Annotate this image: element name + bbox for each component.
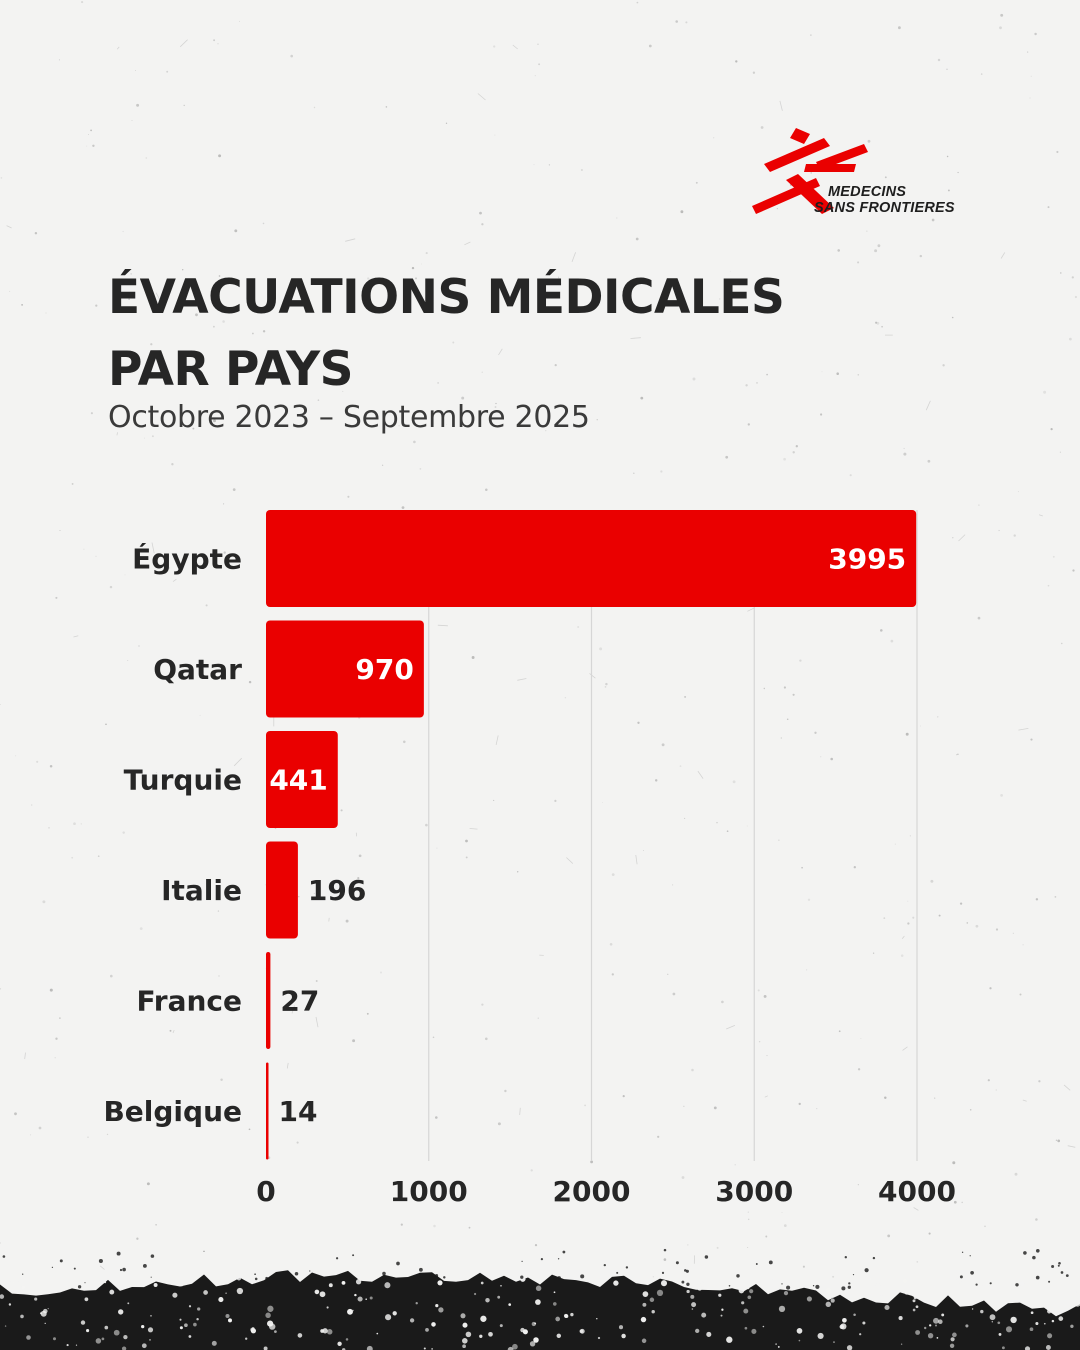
bar [266,841,298,939]
category-label: Turquie [124,764,242,797]
page-title-line1: ÉVACUATIONS MÉDICALES [108,270,785,325]
page-title: ÉVACUATIONS MÉDICALES PAR PAYS [108,262,968,406]
value-label: 196 [308,874,366,907]
category-label: France [136,985,242,1018]
category-label: Égypte [132,542,242,576]
bar [266,731,338,828]
x-tick-label: 2000 [553,1175,631,1208]
x-tick-label: 0 [256,1175,275,1208]
value-label: 27 [280,985,319,1018]
msf-running-man-icon [752,128,868,214]
logo-text-line2: SANS FRONTIERES [814,200,955,216]
value-label: 3995 [828,543,906,576]
bar-chart: 0 1000 2000 3000 4000 Égypte 3995 Qatar 970 Turqu… [103,510,956,1209]
value-label: 441 [269,764,327,797]
logo-text-line1: MEDECINS [828,184,907,200]
bars [266,510,917,1160]
grid-lines [428,510,918,1161]
bar [266,1062,269,1160]
category-label: Belgique [103,1095,242,1128]
x-tick-label: 1000 [390,1175,468,1208]
page-title-line2: PAR PAYS [108,342,353,397]
labels: 0 1000 2000 3000 4000 Égypte 3995 Qatar 970 Turqu… [103,542,956,1209]
category-label: Italie [161,874,242,907]
torn-paper-border [0,1248,1080,1350]
bar [266,510,917,607]
date-range-subtitle: Octobre 2023 – Septembre 2025 [108,400,590,435]
x-tick-label: 3000 [715,1175,793,1208]
x-tick-label: 4000 [878,1175,956,1208]
msf-logo: MEDECINS SANS FRONTIERES [746,124,966,220]
bar [266,620,424,718]
category-label: Qatar [153,653,242,686]
value-label: 14 [279,1095,318,1128]
value-label: 970 [355,653,413,686]
bar [266,952,271,1049]
